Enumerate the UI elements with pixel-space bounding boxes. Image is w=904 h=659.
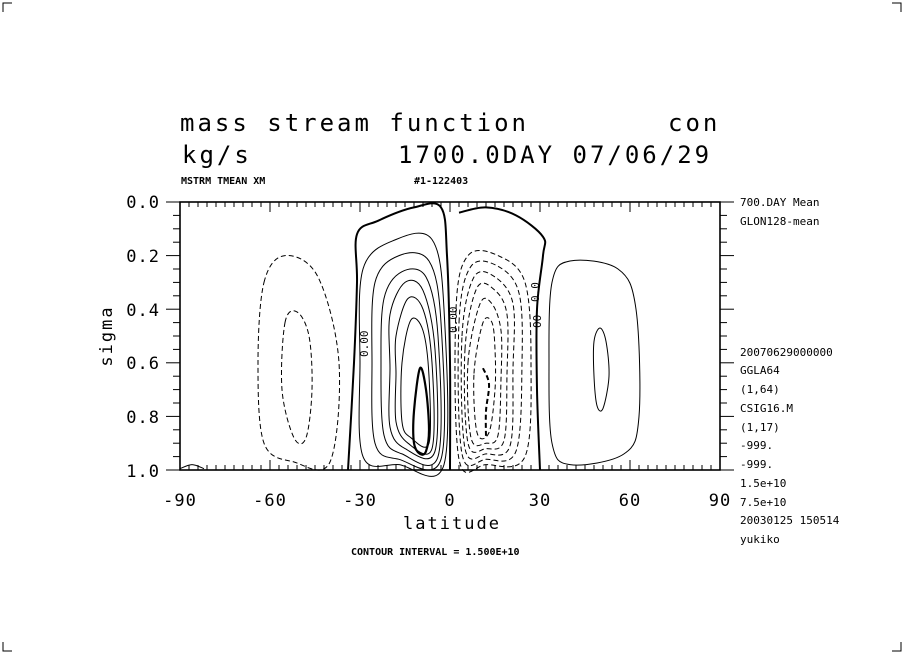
run-id: #1-122403: [414, 176, 468, 187]
northern-cell-core: [482, 367, 491, 438]
side-info-line: GLON128-mean: [740, 215, 819, 228]
southern-cell-contour: [400, 317, 432, 448]
south-midlat-contour: [257, 255, 341, 471]
y-tick-label: 0.4: [126, 301, 160, 321]
southern-cell-contour: [371, 252, 446, 471]
side-info-line: 1.5e+10: [740, 477, 786, 490]
y-tick-label: 0.0: [126, 193, 160, 213]
side-info-bottom: 20070629000000 GGLA64 (1,64) CSIG16.M (1…: [740, 346, 840, 546]
north-midlat-inner-contour: [592, 327, 610, 412]
y-tick-labels: 0.0 0.2 0.4 0.6 0.8 1.0: [126, 193, 160, 482]
plot-title: mass stream function: [180, 109, 529, 137]
side-info-line: 20030125 150514: [740, 514, 840, 527]
side-info-line: -999.: [740, 439, 773, 452]
y-axis-title: sigma: [97, 305, 117, 366]
side-info-line: 700.DAY Mean: [740, 196, 819, 209]
contour-labels: 0.00 0.00 0.0 00: [358, 282, 544, 357]
x-tick-labels: -90 -60 -30 0 30 60 90: [163, 491, 731, 511]
x-tick-label: 90: [709, 491, 731, 511]
side-info-line: GGLA64: [740, 364, 780, 377]
y-tick-label: 0.6: [126, 354, 160, 374]
x-tick-label: 60: [619, 491, 641, 511]
zero-contour-south: [347, 202, 452, 471]
contour-lines: [179, 202, 641, 477]
zero-contour-north: [458, 206, 547, 471]
side-info-line: 7.5e+10: [740, 496, 786, 509]
south-midlat-inner-contour: [280, 310, 313, 445]
contour-label-1: 0.00: [447, 307, 460, 334]
x-tick-label: -90: [163, 491, 197, 511]
variable-name: MSTRM TMEAN XM: [181, 176, 265, 187]
x-tick-label: -60: [253, 491, 287, 511]
units-label: kg/s: [182, 141, 252, 169]
northern-cell-contour: [454, 250, 532, 473]
side-info-line: -999.: [740, 458, 773, 471]
x-tick-label: 0: [444, 491, 455, 511]
southern-cell-contour: [394, 296, 435, 455]
date-label: 1700.0DAY 07/06/29: [398, 141, 712, 169]
axis-ticks: [166, 201, 734, 471]
contour-interval: CONTOUR INTERVAL = 1.500E+10: [351, 547, 520, 558]
contour-label-2: 0.0: [529, 282, 542, 302]
side-info-line: 20070629000000: [740, 346, 833, 359]
plot-title-right: con: [668, 109, 720, 137]
north-midlat-contour: [548, 259, 641, 466]
side-info-line: yukiko: [740, 533, 780, 546]
y-tick-label: 0.2: [126, 247, 160, 267]
y-tick-label: 1.0: [126, 462, 160, 482]
southern-cell-contour: [412, 366, 431, 456]
side-info-line: (1,64): [740, 383, 780, 396]
southern-cell-contour: [388, 279, 439, 460]
northern-cell-contour: [473, 317, 497, 440]
side-info-line: CSIG16.M: [740, 402, 793, 415]
polar-contour: [179, 464, 205, 470]
side-info-top: 700.DAY Mean GLON128-mean: [740, 196, 819, 228]
contour-label-0: 0.00: [358, 331, 371, 358]
northern-cell-contour: [460, 271, 515, 460]
southern-cell-contour: [358, 232, 449, 477]
x-tick-label: -30: [343, 491, 377, 511]
y-tick-label: 0.8: [126, 408, 160, 428]
northern-cell-contour: [463, 282, 509, 453]
x-axis-title: latitude: [403, 514, 501, 534]
contour-label-3: 00: [531, 315, 544, 328]
x-tick-label: 30: [529, 491, 551, 511]
southern-cell-contour: [380, 268, 442, 466]
side-info-line: (1,17): [740, 421, 780, 434]
northern-cell-contour: [466, 297, 503, 447]
